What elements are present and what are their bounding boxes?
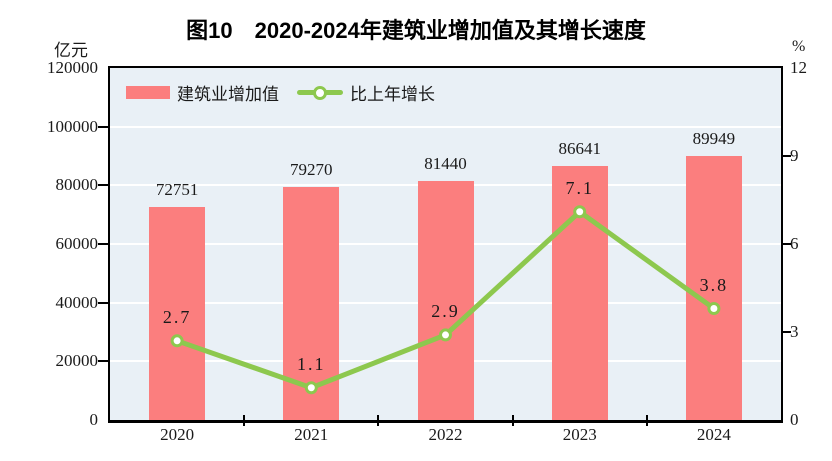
y-axis-left-label: 100000 xyxy=(47,116,98,136)
left-tick-mark xyxy=(98,184,108,187)
y-axis-right-label: 9 xyxy=(790,146,799,165)
y-axis-right-label: 3 xyxy=(790,322,799,341)
growth-marker xyxy=(304,381,318,395)
y-axis-left-label: 20000 xyxy=(55,351,99,371)
y-axis-left-label: 0 xyxy=(89,410,99,429)
x-axis-label: 2021 xyxy=(294,425,329,444)
bottom-tick-mark xyxy=(243,415,246,426)
growth-marker xyxy=(707,302,721,316)
left-tick-mark xyxy=(98,360,108,363)
bar xyxy=(685,156,742,420)
growth-marker xyxy=(170,334,184,348)
x-axis-label: 2020 xyxy=(160,425,195,444)
bar xyxy=(417,181,474,420)
bar xyxy=(149,206,206,420)
line-value-label: 2.7 xyxy=(162,306,192,327)
bar-value-label: 81440 xyxy=(424,154,467,174)
growth-marker xyxy=(573,205,587,219)
legend-item-line: 比上年增长 xyxy=(297,80,435,105)
legend-line-label: 比上年增长 xyxy=(350,85,435,104)
y-axis-left-label: 40000 xyxy=(55,292,99,312)
y-axis-right-label: 12 xyxy=(790,58,807,77)
x-axis-label: 2024 xyxy=(696,425,731,444)
growth-line-layer xyxy=(170,205,721,395)
plot-area: 建筑业增加值 比上年增长 72751 79270 81440 86641 89949 2.… xyxy=(108,66,783,423)
right-tick-mark xyxy=(783,155,791,157)
left-axis-unit-label: 亿元 xyxy=(54,41,88,60)
line-value-label: 2.9 xyxy=(431,300,460,321)
bottom-tick-mark xyxy=(511,415,514,426)
legend: 建筑业增加值 比上年增长 xyxy=(126,80,435,105)
y-axis-left-label: 80000 xyxy=(55,175,99,195)
line-series-swatch-icon xyxy=(297,85,343,100)
line-value-label: 1.1 xyxy=(297,353,326,374)
right-tick-mark xyxy=(783,243,791,245)
left-tick-mark xyxy=(98,301,108,304)
bar-value-label: 79270 xyxy=(290,160,333,180)
line-value-label: 3.8 xyxy=(699,274,729,295)
gridline xyxy=(110,125,781,128)
y-axis-left-label: 120000 xyxy=(47,58,98,77)
right-axis-unit-label: % xyxy=(792,38,806,55)
chart-title: 图10 2020-2024年建筑业增加值及其增长速度 xyxy=(186,18,646,43)
right-tick-mark xyxy=(783,331,791,333)
bottom-tick-mark xyxy=(377,415,380,426)
left-tick-mark xyxy=(98,125,108,128)
y-axis-right-label: 0 xyxy=(790,410,799,429)
bar-series-swatch-icon xyxy=(126,86,170,99)
legend-bar-label: 建筑业增加值 xyxy=(177,85,279,104)
bar-value-label: 89949 xyxy=(692,129,736,149)
y-axis-right-label: 6 xyxy=(790,234,799,253)
bottom-tick-mark xyxy=(645,415,648,426)
legend-item-bar: 建筑业增加值 xyxy=(126,80,279,105)
x-axis-label: 2023 xyxy=(562,425,597,444)
x-axis-label: 2022 xyxy=(428,425,463,444)
bar-value-label: 86641 xyxy=(558,138,601,158)
bar-value-label: 72751 xyxy=(155,179,199,199)
line-value-label: 7.1 xyxy=(565,177,594,198)
y-axis-left-label: 60000 xyxy=(55,234,99,253)
left-tick-mark xyxy=(98,243,108,245)
growth-marker xyxy=(439,328,452,342)
